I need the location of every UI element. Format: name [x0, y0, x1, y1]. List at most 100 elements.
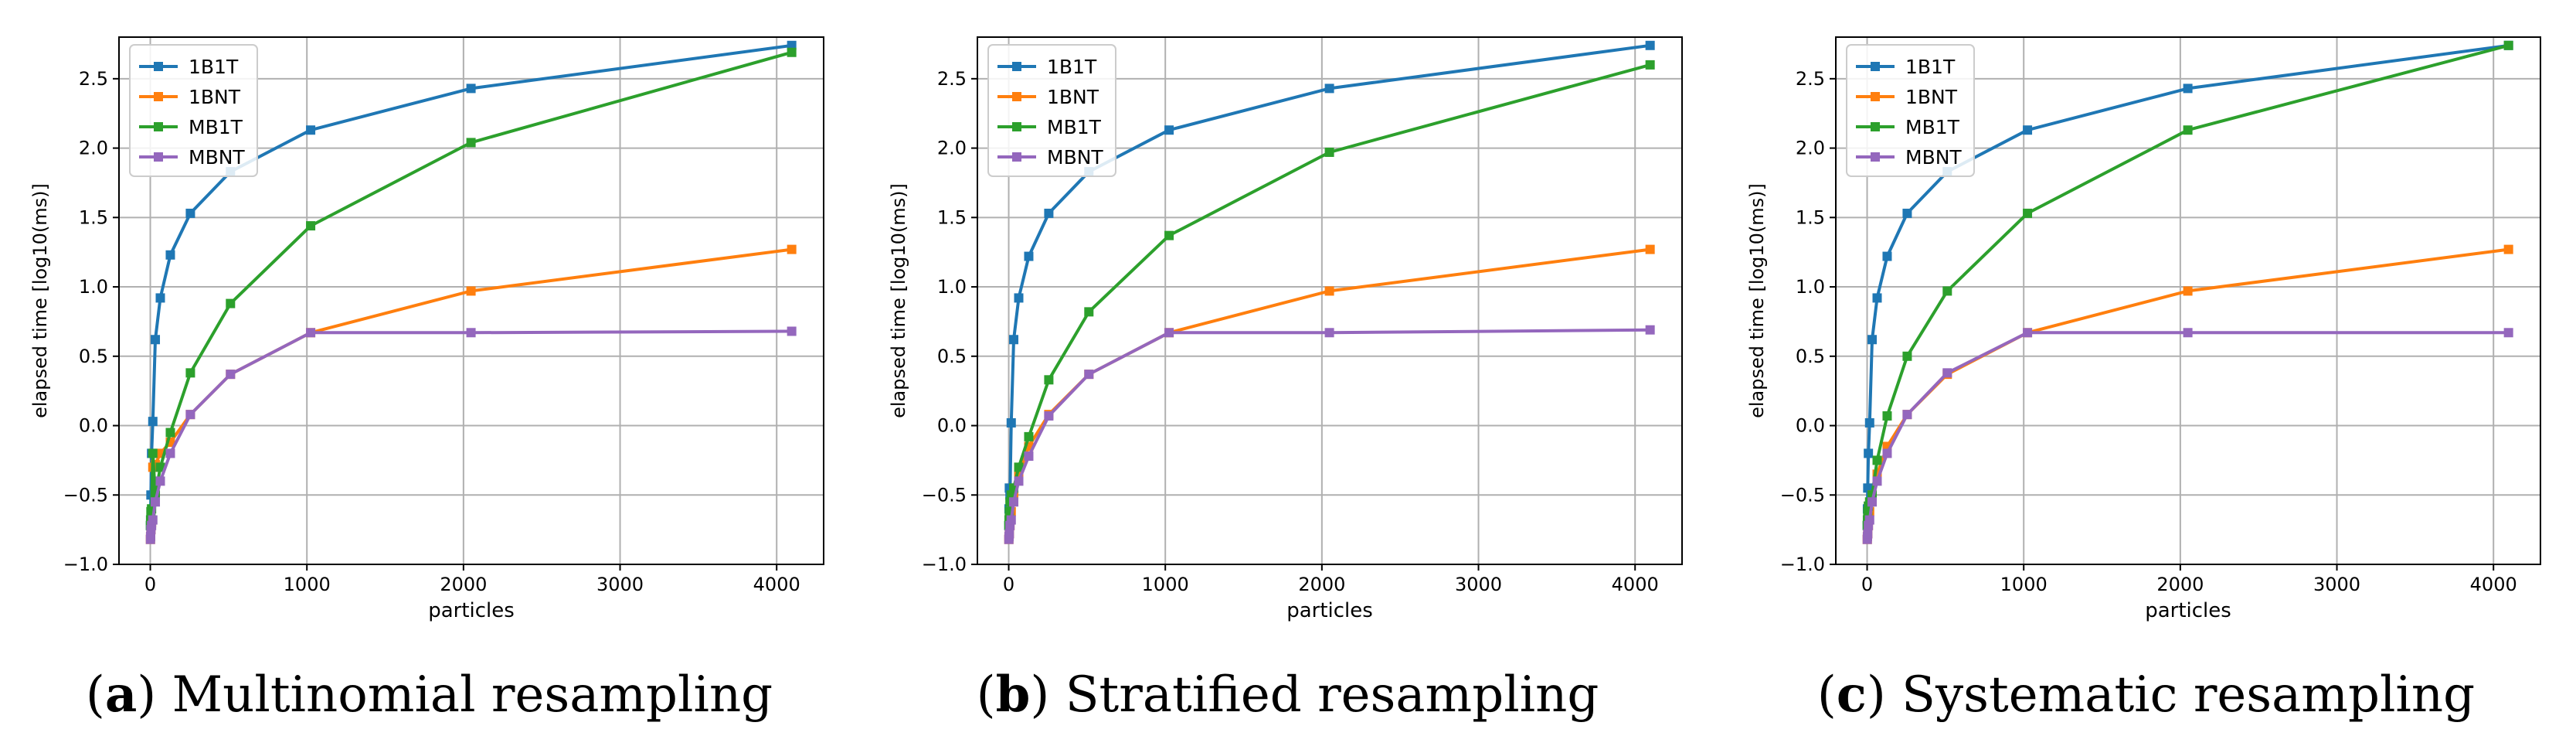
chart-svg-a: 0 1000 2000 3000 4000 −1.0 −0.5 0.0 0.5 1.0 1.5 2.0…: [29, 36, 824, 724]
data-point: [1164, 230, 1174, 240]
data-point: [1004, 529, 1014, 539]
series-MBNT: [1004, 325, 1655, 544]
data-point: [1324, 83, 1334, 94]
data-point: [1014, 476, 1024, 486]
legend: 1B1T 1BNT MB1T MBNT: [1846, 44, 1975, 177]
data-point: [1164, 125, 1174, 135]
data-point: [1084, 307, 1094, 317]
legend-marker: [1012, 122, 1021, 131]
data-point: [155, 462, 165, 472]
legend-label: 1B1T: [189, 56, 239, 78]
x-tick-label: 0: [1003, 574, 1014, 595]
ticks: 0 1000 2000 3000 4000 −1.0 −0.5 0.0 0.5 1.0 1.5 2.0…: [63, 68, 800, 595]
data-point: [226, 370, 236, 380]
x-tick-label: 0: [144, 574, 156, 595]
caption: (a) Multinomial resampling: [86, 666, 773, 724]
data-point: [1902, 208, 1912, 218]
data-point: [1009, 335, 1019, 345]
data-point: [787, 47, 797, 57]
data-point: [2023, 125, 2033, 135]
y-tick-label: 2.5: [79, 68, 108, 90]
legend-marker: [1012, 152, 1021, 162]
data-point: [787, 40, 797, 50]
y-tick-label: 2.5: [937, 68, 967, 90]
data-point: [1882, 251, 1892, 261]
series-line: [1007, 328, 1650, 540]
y-tick-label: 1.0: [1796, 276, 1825, 298]
data-point: [1164, 328, 1174, 338]
caption-open: (: [86, 666, 105, 724]
y-tick-label: 0.5: [937, 346, 967, 367]
data-point: [1084, 370, 1094, 380]
y-tick-label: 2.0: [79, 138, 108, 159]
data-point: [151, 497, 161, 507]
chart-panel-b: 0 1000 2000 3000 4000 −1.0 −0.5 0.0 0.5 1.0 1.5 2.0…: [858, 0, 1717, 736]
y-tick-label: 1.5: [1796, 206, 1825, 228]
y-axis-label: elapsed time [log10(ms)]: [888, 183, 909, 418]
data-point: [1942, 286, 1952, 296]
legend-label: 1B1T: [1905, 56, 1956, 78]
chart-svg-b: 0 1000 2000 3000 4000 −1.0 −0.5 0.0 0.5 1.0 1.5 2.0…: [888, 36, 1683, 724]
x-tick-label: 3000: [2313, 574, 2360, 595]
legend-marker: [154, 122, 163, 131]
legend-label: MB1T: [1905, 116, 1960, 138]
data-point: [2183, 125, 2193, 135]
x-tick-label: 3000: [1455, 574, 1502, 595]
data-point: [1324, 286, 1334, 296]
data-point: [148, 515, 158, 525]
legend-label: MB1T: [1047, 116, 1102, 138]
legend-label: MB1T: [189, 116, 243, 138]
y-tick-label: 1.0: [937, 276, 967, 298]
data-point: [165, 250, 175, 260]
data-point: [1006, 417, 1016, 428]
y-tick-label: 0.0: [79, 415, 108, 437]
legend-marker: [1871, 122, 1880, 131]
data-point: [2023, 328, 2033, 338]
data-point: [787, 326, 797, 336]
data-point: [185, 368, 195, 378]
y-tick-label: 1.5: [79, 206, 108, 228]
y-tick-label: 0.0: [1796, 415, 1825, 437]
y-tick-label: 0.0: [937, 415, 967, 437]
legend-label: 1BNT: [189, 86, 241, 108]
data-point: [2183, 286, 2193, 296]
y-tick-label: 1.5: [937, 206, 967, 228]
x-tick-label: 0: [1861, 574, 1873, 595]
data-point: [466, 286, 476, 296]
data-point: [1872, 455, 1882, 465]
chart-panel-a: 0 1000 2000 3000 4000 −1.0 −0.5 0.0 0.5 1.0 1.5 2.0…: [0, 0, 858, 736]
y-tick-label: −0.5: [1780, 484, 1825, 506]
legend-label: MBNT: [1047, 146, 1103, 169]
data-point: [1882, 448, 1892, 458]
data-point: [1867, 335, 1878, 345]
data-point: [155, 293, 165, 303]
y-axis-label: elapsed time [log10(ms)]: [29, 183, 51, 418]
data-point: [2503, 40, 2513, 50]
data-point: [226, 298, 236, 308]
data-point: [466, 328, 476, 338]
y-axis-label: elapsed time [log10(ms)]: [1746, 183, 1768, 418]
legend-label: 1B1T: [1047, 56, 1097, 78]
axes-frame: [1835, 36, 2541, 565]
data-point: [185, 410, 195, 420]
data-point: [1044, 411, 1054, 421]
legend-marker: [1871, 92, 1880, 101]
data-point: [148, 448, 158, 458]
legend-marker: [1012, 92, 1021, 101]
y-tick-label: 0.5: [79, 346, 108, 367]
x-tick-label: 1000: [2000, 574, 2048, 595]
caption-open: (: [977, 666, 996, 724]
x-tick-label: 2000: [440, 574, 487, 595]
caption: (b) Stratified resampling: [977, 666, 1599, 724]
y-tick-label: 2.0: [937, 138, 967, 159]
y-tick-label: −0.5: [922, 484, 967, 506]
x-tick-label: 4000: [753, 574, 800, 595]
ticks: 0 1000 2000 3000 4000 −1.0 −0.5 0.0 0.5 1.0 1.5 2.0…: [922, 68, 1659, 595]
x-tick-label: 1000: [1142, 574, 1189, 595]
data-point: [1942, 368, 1952, 378]
y-tick-label: −1.0: [63, 554, 108, 575]
data-point: [1645, 60, 1655, 70]
x-axis-label: particles: [2145, 599, 2231, 622]
data-point: [2183, 328, 2193, 338]
data-point: [1902, 410, 1912, 420]
